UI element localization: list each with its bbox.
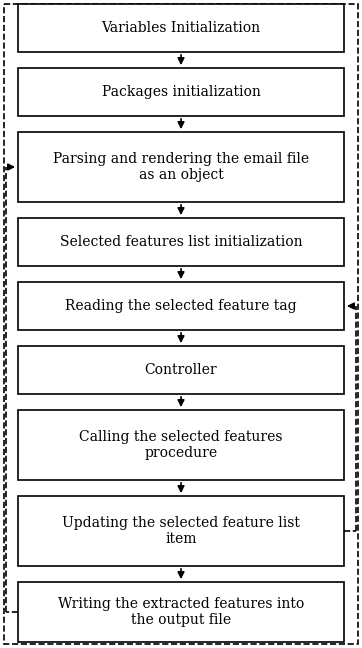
Bar <box>18 4 344 52</box>
Text: Reading the selected feature tag: Reading the selected feature tag <box>65 299 297 313</box>
Bar <box>18 282 344 330</box>
Bar <box>18 496 344 566</box>
Bar <box>18 68 344 116</box>
Text: Parsing and rendering the email file
as an object: Parsing and rendering the email file as … <box>53 152 309 182</box>
Bar <box>18 132 344 202</box>
Text: Controller: Controller <box>145 363 217 377</box>
Text: Writing the extracted features into
the output file: Writing the extracted features into the … <box>58 597 304 627</box>
Bar <box>18 582 344 642</box>
Text: Packages initialization: Packages initialization <box>102 85 260 99</box>
Text: Updating the selected feature list
item: Updating the selected feature list item <box>62 516 300 546</box>
Bar <box>18 346 344 394</box>
Text: Variables Initialization: Variables Initialization <box>101 21 261 35</box>
Bar <box>18 410 344 480</box>
Text: Selected features list initialization: Selected features list initialization <box>60 235 302 249</box>
Text: Calling the selected features
procedure: Calling the selected features procedure <box>79 430 283 460</box>
Bar <box>18 218 344 266</box>
